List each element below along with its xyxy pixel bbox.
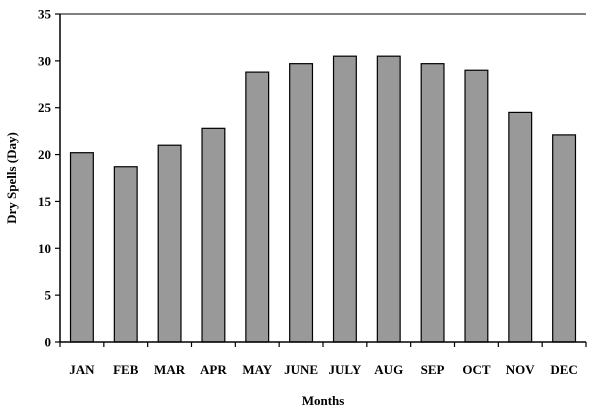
x-tick-label-may: MAY (242, 362, 272, 377)
x-tick-label-nov: NOV (506, 362, 536, 377)
bar-july (332, 55, 357, 343)
bar-nov (508, 111, 533, 343)
x-tick-label-july: JULY (329, 362, 362, 377)
y-tick-label-30: 30 (38, 53, 51, 68)
y-axis-title: Dry Spells (Day) (4, 132, 19, 224)
x-axis-ticks: JAN FEB MAR APR MAY JUNE JULY AUG SEP OCT NOV DEC (59, 342, 587, 377)
bar-june (289, 63, 314, 343)
x-tick-label-june: JUNE (284, 362, 318, 377)
bar-dec (552, 134, 577, 343)
x-tick-label-feb: FEB (113, 362, 139, 377)
x-tick-label-jan: JAN (69, 362, 95, 377)
bars (69, 55, 577, 343)
y-tick-label-15: 15 (38, 194, 52, 209)
y-tick-label-5: 5 (45, 288, 52, 303)
bar-feb (113, 166, 138, 343)
bar-jan (69, 152, 94, 343)
x-tick-label-apr: APR (200, 362, 227, 377)
y-tick-label-35: 35 (38, 7, 52, 22)
y-tick-label-20: 20 (38, 147, 51, 162)
axes (59, 13, 586, 343)
y-axis-ticks: 0 5 10 15 20 25 30 35 (38, 7, 60, 350)
x-tick-label-sep: SEP (421, 362, 445, 377)
bar-oct (464, 69, 489, 343)
bar-sep (420, 63, 445, 343)
x-tick-label-dec: DEC (550, 362, 577, 377)
x-axis-title: Months (302, 393, 345, 408)
y-tick-label-25: 25 (38, 100, 52, 115)
y-tick-label-10: 10 (38, 241, 51, 256)
bar-may (245, 71, 270, 343)
bar-mar (157, 144, 182, 343)
x-tick-label-aug: AUG (374, 362, 403, 377)
y-tick-label-0: 0 (45, 335, 52, 350)
bar-apr (201, 127, 226, 343)
bar-aug (376, 55, 401, 343)
x-tick-label-mar: MAR (154, 362, 186, 377)
x-tick-label-oct: OCT (462, 362, 491, 377)
